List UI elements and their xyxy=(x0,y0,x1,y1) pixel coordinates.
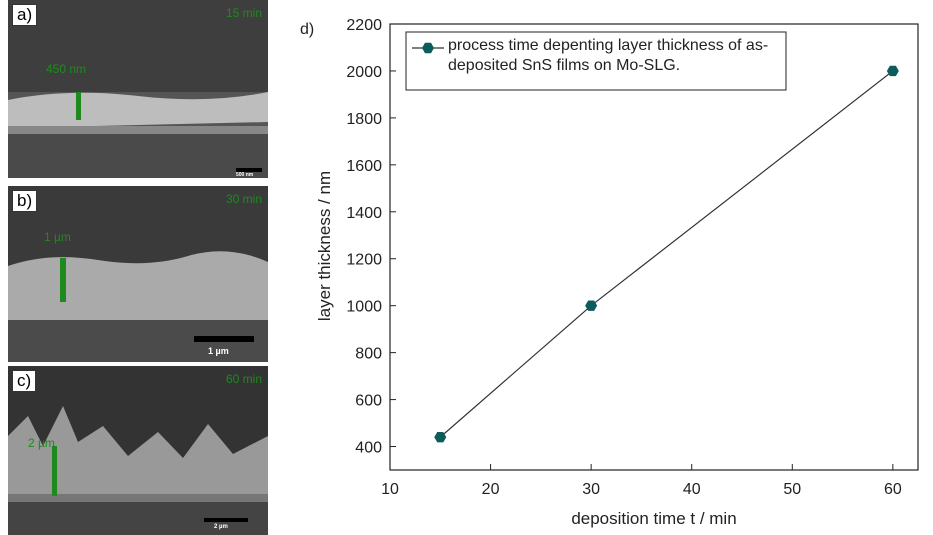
time-label: 30 min xyxy=(225,192,262,206)
scale-label: 2 µm xyxy=(214,524,228,530)
y-tick-label: 1000 xyxy=(346,299,382,316)
sem-image xyxy=(8,0,268,178)
y-tick-label: 1200 xyxy=(346,252,382,269)
thickness-label: 2 µm xyxy=(28,436,55,450)
panel-label: c) xyxy=(12,370,37,392)
thickness-label: 450 nm xyxy=(46,62,87,76)
y-tick-label: 1600 xyxy=(346,158,382,175)
x-tick-label: 30 xyxy=(582,481,600,498)
sem-panel: c) 60 min 2 µm 2 µm xyxy=(8,366,268,535)
scale-label: 500 nm xyxy=(236,172,254,178)
data-point xyxy=(886,65,899,77)
data-point xyxy=(434,431,447,443)
sem-panel: a) 15 min 450 nm 500 nm xyxy=(8,0,268,178)
x-axis-label: deposition time t / min xyxy=(571,509,736,528)
y-tick-label: 800 xyxy=(355,346,382,363)
y-tick-label: 2200 xyxy=(346,17,382,34)
time-label: 60 min xyxy=(225,372,262,386)
scale-label: 1 µm xyxy=(208,346,229,356)
x-tick-label: 40 xyxy=(683,481,701,498)
time-label: 15 min xyxy=(225,6,262,20)
legend-marker xyxy=(422,42,434,54)
data-line xyxy=(439,70,894,438)
x-tick-label: 50 xyxy=(783,481,801,498)
x-tick-label: 10 xyxy=(381,481,399,498)
y-axis-label: layer thickness / nm xyxy=(315,171,334,321)
y-tick-label: 2000 xyxy=(346,64,382,81)
y-tick-label: 400 xyxy=(355,440,382,457)
y-tick-label: 600 xyxy=(355,393,382,410)
y-tick-label: 1800 xyxy=(346,111,382,128)
sem-panel: b) 30 min 1 µm 1 µm xyxy=(8,186,268,362)
panel-label: a) xyxy=(12,4,38,26)
y-tick-label: 1400 xyxy=(346,205,382,222)
panel-label: b) xyxy=(12,190,38,212)
data-point xyxy=(585,300,598,311)
thickness-label: 1 µm xyxy=(44,230,71,244)
x-tick-label: 60 xyxy=(884,481,902,498)
panel-label: d) xyxy=(300,21,314,38)
legend-box xyxy=(405,31,787,91)
sem-image xyxy=(8,366,268,535)
sem-image xyxy=(8,186,268,362)
legend-text: process time depenting layer thickness o… xyxy=(448,37,769,74)
plot-frame xyxy=(389,23,919,471)
x-tick-label: 20 xyxy=(482,481,500,498)
